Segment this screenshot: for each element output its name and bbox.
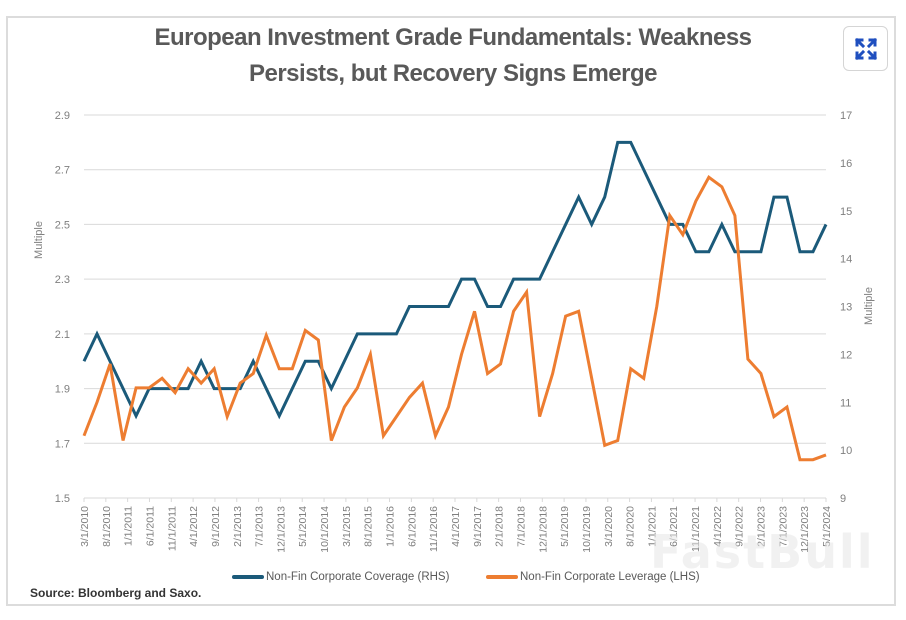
left-tick-label: 2.1 [55,329,70,341]
expand-button[interactable] [843,26,888,71]
left-tick-label: 1.5 [55,493,70,505]
right-tick-label: 15 [840,206,852,218]
x-tick-label: 6/1/2011 [144,506,156,546]
right-tick-label: 16 [840,158,852,170]
x-tick-label: 3/1/2015 [341,506,353,547]
right-tick-label: 10 [840,445,852,457]
right-tick-label: 13 [840,302,852,314]
x-tick-label: 2/1/2013 [232,506,244,547]
left-tick-label: 2.9 [55,110,70,122]
left-tick-label: 2.7 [55,165,70,177]
x-tick-label: 10/1/2019 [581,506,593,553]
x-tick-label: 3/1/2020 [603,506,615,547]
series-lines [82,140,828,462]
left-tick-label: 2.5 [55,219,70,231]
right-tick-label: 9 [840,493,846,505]
chart-title-line-2: Persists, but Recovery Signs Emerge [248,60,658,87]
x-tick-label: 3/1/2010 [79,506,91,547]
x-tick-label: 5/1/2024 [821,506,833,547]
left-tick-label: 1.9 [55,384,70,396]
x-tick-label: 11/1/2016 [428,506,440,552]
x-tick-label: 10/1/2014 [319,506,331,553]
x-tick-label: 4/1/2017 [450,506,462,547]
legend-label-leverage: Non-Fin Corporate Leverage (LHS) [520,571,700,583]
left-tick-label: 2.3 [55,274,70,286]
x-tick-label: 9/1/2022 [734,506,746,547]
x-tick-label: 9/1/2017 [472,506,484,547]
x-tick-label: 8/1/2015 [363,506,375,547]
legend-item-coverage: Non-Fin Corporate Coverage (RHS) [232,571,449,583]
source-note: Source: Bloomberg and Saxo. [30,586,202,600]
expand-arrows-icon [854,37,877,60]
left-axis-ticks: 2.9 2.7 2.5 2.3 2.1 1.9 1.7 1.5 [55,110,70,505]
x-tick-label: 8/1/2010 [101,506,113,547]
series-line-leverage [82,175,827,462]
x-tick-label: 12/1/2023 [799,506,811,553]
gridlines [84,114,826,499]
legend-swatch-coverage [232,575,264,579]
right-tick-label: 17 [840,110,852,122]
legend-swatch-leverage [486,575,518,579]
x-tick-label: 2/1/2018 [494,506,506,547]
x-tick-label: 7/1/2013 [254,506,266,547]
x-tick-label: 11/1/2011 [166,506,178,551]
x-tick-label: 1/1/2011 [123,506,135,546]
x-tick-label: 7/1/2023 [777,506,789,547]
x-tick-label: 9/1/2012 [210,506,222,547]
x-tick-label: 4/1/2012 [188,506,200,547]
legend-item-leverage: Non-Fin Corporate Leverage (LHS) [486,571,700,583]
x-tick-label: 8/1/2020 [625,506,637,547]
chart-title-line-1: European Investment Grade Fundamentals: … [154,24,752,51]
right-axis-ticks: 17 16 15 14 13 12 11 10 9 [840,110,852,505]
x-tick-label: 5/1/2019 [559,506,571,547]
legend-label-coverage: Non-Fin Corporate Coverage (RHS) [266,571,450,583]
chart-title: European Investment Grade Fundamentals: … [0,20,906,92]
left-axis-label: Multiple [33,221,45,259]
chart-card [6,16,896,606]
x-tick-label: 1/1/2021 [646,506,658,547]
x-tick-label: 4/1/2022 [712,506,724,547]
x-tick-label: 5/1/2014 [297,506,309,547]
x-tick-label: 2/1/2023 [756,506,768,547]
x-tick-label: 1/1/2016 [385,506,397,547]
x-axis: 3/1/2010 8/1/2010 1/1/2011 6/1/2011 11/1/201… [79,498,833,553]
x-tick-label: 6/1/2016 [406,506,418,547]
right-tick-label: 14 [840,254,852,266]
x-tick-label: 6/1/2021 [668,506,680,547]
right-tick-label: 11 [840,397,851,409]
x-tick-label: 12/1/2018 [537,506,549,553]
left-tick-label: 1.7 [55,438,70,450]
right-tick-label: 12 [840,349,852,361]
right-axis-label: Multiple [863,287,875,325]
x-tick-label: 12/1/2013 [275,506,287,553]
x-tick-label: 7/1/2018 [515,506,527,547]
x-tick-label: 11/1/2021 [690,506,702,552]
